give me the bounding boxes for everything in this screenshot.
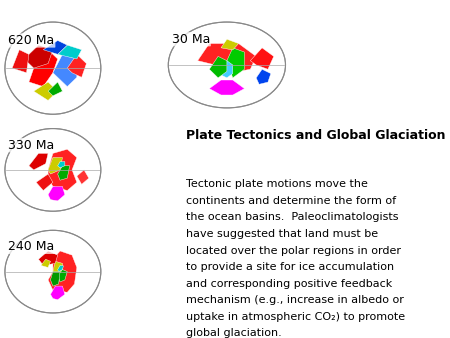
Text: Tectonic plate motions move the: Tectonic plate motions move the bbox=[186, 179, 368, 189]
Text: the ocean basins.  Paleoclimatologists: the ocean basins. Paleoclimatologists bbox=[186, 213, 399, 222]
Text: 240 Ma: 240 Ma bbox=[9, 240, 55, 254]
Polygon shape bbox=[48, 251, 77, 292]
Polygon shape bbox=[50, 272, 60, 286]
Text: Plate Tectonics and Global Glaciation: Plate Tectonics and Global Glaciation bbox=[186, 128, 446, 142]
Polygon shape bbox=[218, 61, 233, 78]
Polygon shape bbox=[77, 170, 89, 184]
Polygon shape bbox=[43, 41, 67, 54]
Polygon shape bbox=[36, 174, 53, 191]
Text: to provide a site for ice accumulation: to provide a site for ice accumulation bbox=[186, 262, 394, 272]
Polygon shape bbox=[67, 54, 86, 77]
Polygon shape bbox=[29, 50, 58, 87]
Text: and corresponding positive feedback: and corresponding positive feedback bbox=[186, 279, 392, 289]
Text: 620 Ma: 620 Ma bbox=[9, 34, 55, 47]
Ellipse shape bbox=[5, 230, 101, 313]
Polygon shape bbox=[50, 286, 65, 300]
Polygon shape bbox=[58, 162, 65, 168]
Polygon shape bbox=[34, 82, 58, 100]
Text: 30 Ma: 30 Ma bbox=[172, 33, 210, 46]
Polygon shape bbox=[58, 45, 81, 59]
Polygon shape bbox=[39, 251, 58, 265]
Ellipse shape bbox=[5, 22, 101, 114]
Polygon shape bbox=[48, 149, 77, 191]
Text: have suggested that land must be: have suggested that land must be bbox=[186, 229, 378, 239]
Polygon shape bbox=[48, 82, 63, 96]
Polygon shape bbox=[250, 48, 274, 69]
Text: global glaciation.: global glaciation. bbox=[186, 328, 282, 338]
Polygon shape bbox=[58, 166, 70, 180]
Polygon shape bbox=[48, 158, 63, 174]
Text: 330 Ma: 330 Ma bbox=[9, 139, 55, 152]
Polygon shape bbox=[58, 270, 67, 282]
Polygon shape bbox=[24, 45, 53, 68]
Text: uptake in atmospheric CO₂) to promote: uptake in atmospheric CO₂) to promote bbox=[186, 312, 405, 322]
Text: mechanism (e.g., increase in albedo or: mechanism (e.g., increase in albedo or bbox=[186, 295, 404, 305]
Polygon shape bbox=[41, 259, 50, 267]
Polygon shape bbox=[209, 80, 244, 95]
Polygon shape bbox=[221, 39, 238, 50]
Polygon shape bbox=[209, 56, 227, 78]
Text: located over the polar regions in order: located over the polar regions in order bbox=[186, 246, 401, 256]
Polygon shape bbox=[12, 50, 29, 73]
Polygon shape bbox=[53, 261, 63, 276]
Ellipse shape bbox=[5, 128, 101, 211]
Ellipse shape bbox=[168, 22, 285, 108]
Polygon shape bbox=[227, 48, 244, 78]
Polygon shape bbox=[48, 187, 65, 201]
Polygon shape bbox=[58, 265, 63, 272]
Text: continents and determine the form of: continents and determine the form of bbox=[186, 196, 396, 206]
Polygon shape bbox=[53, 54, 77, 87]
Polygon shape bbox=[198, 44, 256, 74]
Polygon shape bbox=[29, 153, 48, 170]
Polygon shape bbox=[256, 69, 271, 84]
